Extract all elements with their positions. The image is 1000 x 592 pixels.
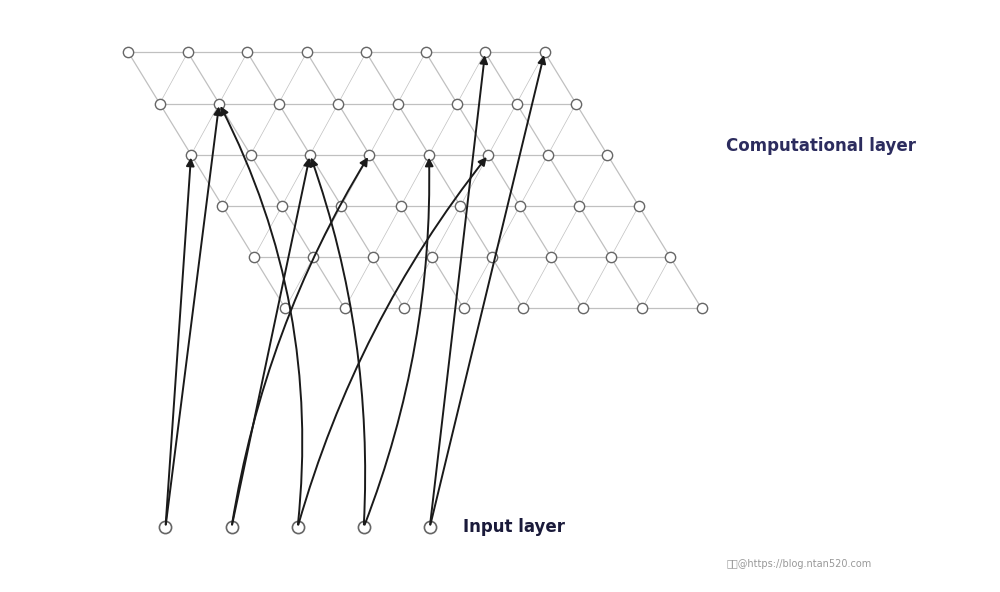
- Point: [480, 150, 496, 159]
- Point: [424, 252, 440, 262]
- Point: [274, 201, 290, 211]
- Point: [509, 99, 525, 108]
- Point: [484, 252, 500, 262]
- Point: [305, 252, 321, 262]
- Point: [183, 150, 199, 159]
- Point: [568, 99, 584, 108]
- Point: [211, 99, 227, 108]
- Text: Computational layer: Computational layer: [726, 137, 916, 156]
- Point: [449, 99, 465, 108]
- Point: [422, 523, 438, 532]
- Text: 梧潭@https://blog.ntan520.com: 梧潭@https://blog.ntan520.com: [726, 559, 872, 568]
- Point: [515, 304, 531, 313]
- Point: [299, 47, 315, 57]
- Point: [243, 150, 259, 159]
- Point: [365, 252, 381, 262]
- Point: [152, 99, 168, 108]
- Point: [290, 523, 306, 532]
- Point: [662, 252, 678, 262]
- Point: [631, 201, 647, 211]
- Point: [599, 150, 615, 159]
- Point: [246, 252, 262, 262]
- Point: [603, 252, 619, 262]
- Point: [477, 47, 493, 57]
- Point: [224, 523, 240, 532]
- Point: [396, 304, 412, 313]
- Point: [421, 150, 437, 159]
- Point: [393, 201, 409, 211]
- Point: [180, 47, 196, 57]
- Point: [418, 47, 434, 57]
- Point: [390, 99, 406, 108]
- Point: [540, 150, 556, 159]
- Point: [571, 201, 587, 211]
- Point: [543, 252, 559, 262]
- Point: [157, 523, 173, 532]
- Point: [239, 47, 255, 57]
- Point: [277, 304, 293, 313]
- Point: [634, 304, 650, 313]
- Point: [214, 201, 230, 211]
- Point: [333, 201, 349, 211]
- Point: [271, 99, 287, 108]
- Point: [512, 201, 528, 211]
- Point: [330, 99, 346, 108]
- Point: [537, 47, 553, 57]
- Point: [456, 304, 472, 313]
- Point: [120, 47, 136, 57]
- Point: [356, 523, 372, 532]
- Point: [337, 304, 353, 313]
- Point: [361, 150, 377, 159]
- Point: [302, 150, 318, 159]
- Text: Input layer: Input layer: [463, 518, 565, 536]
- Point: [452, 201, 468, 211]
- Point: [694, 304, 710, 313]
- Point: [575, 304, 591, 313]
- Point: [358, 47, 374, 57]
